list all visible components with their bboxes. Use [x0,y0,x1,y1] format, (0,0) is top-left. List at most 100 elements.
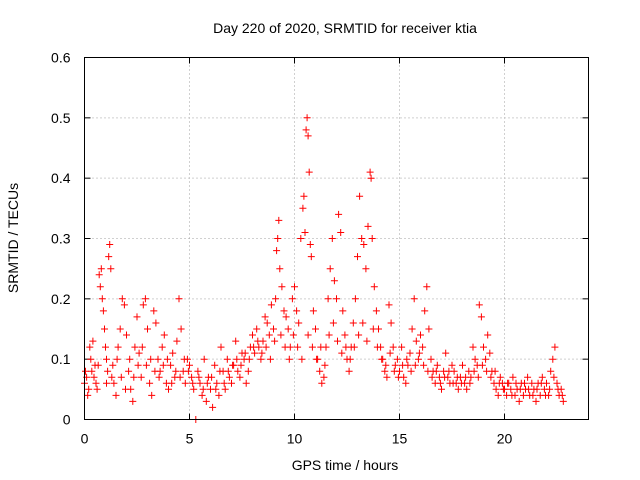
data-point [449,379,457,387]
data-point [199,385,207,393]
data-point [276,265,284,273]
data-point [308,343,316,351]
data-point [202,397,210,405]
data-point [373,343,381,351]
data-point [524,373,532,381]
data-point [172,367,180,375]
data-point [142,361,150,369]
data-point [117,373,125,381]
data-point [466,379,474,387]
data-point [113,355,121,363]
data-point [474,373,482,381]
data-point [189,379,197,387]
data-point [262,343,270,351]
data-point [477,313,485,321]
data-point [550,373,558,381]
data-point [223,355,231,363]
data-point [483,367,491,375]
data-point [410,295,418,303]
data-point [559,397,567,405]
data-point [112,391,120,399]
data-point [261,313,269,321]
data-point [122,385,129,393]
data-point [312,325,319,333]
data-point [407,367,415,375]
data-point [88,367,96,375]
data-point [491,367,499,375]
data-point [244,367,252,375]
data-point [101,325,108,333]
data-point [165,385,172,393]
data-point [273,247,281,255]
x-tick-labels: 0 5 10 15 20 [81,431,513,447]
data-point [525,385,533,393]
data-point [265,331,273,339]
data-point [94,361,102,369]
data-point [133,313,141,321]
data-point [274,235,282,242]
data-point [152,319,160,327]
data-point [487,373,495,381]
data-point [360,241,368,248]
data-point [496,373,504,381]
data-point [309,307,317,315]
data-point [345,367,353,375]
data-point [188,373,196,381]
data-point [299,204,307,212]
data-point [168,379,176,387]
data-point [300,192,308,200]
data-point [109,361,117,369]
chart-title: Day 220 of 2020, SRMTID for receiver kti… [213,20,477,36]
data-point [280,307,288,315]
data-point [411,361,419,369]
data-point [233,355,241,363]
data-point [432,367,440,375]
data-point [329,319,337,327]
data-point [415,349,423,357]
data-point [306,241,314,248]
data-point [414,355,422,363]
data-point [175,295,183,303]
data-point [369,325,377,333]
data-point [263,319,271,327]
data-point [110,379,118,387]
data-point [151,367,159,375]
data-point [266,355,274,363]
data-point [141,295,149,303]
data-point [169,349,177,357]
data-point [234,367,242,375]
data-point [293,307,301,315]
y-tick-label: 0.4 [51,170,71,186]
data-point [391,361,399,369]
data-points [81,114,567,423]
data-point [546,385,554,393]
data-point [402,379,410,387]
data-point [159,361,167,369]
data-point [394,373,402,381]
data-point [399,361,407,369]
data-point [144,325,151,333]
data-point [390,367,398,375]
data-point [284,325,292,333]
data-point [232,337,240,345]
data-point [118,295,126,303]
data-point [95,271,103,279]
data-point [454,385,462,393]
data-point [208,373,216,381]
data-point [533,385,541,393]
data-point [335,210,343,218]
y-tick-label: 0.3 [51,231,71,247]
data-point [200,355,208,363]
x-tick-label: 0 [81,431,89,447]
data-point [330,277,338,285]
data-point [177,325,185,333]
data-point [338,349,346,357]
data-point [333,295,340,303]
data-point [106,241,114,248]
data-point [421,307,429,315]
data-point [320,373,328,381]
data-point [277,331,285,339]
x-tick-label: 15 [392,431,408,447]
data-point [553,379,561,387]
data-point [317,343,325,351]
